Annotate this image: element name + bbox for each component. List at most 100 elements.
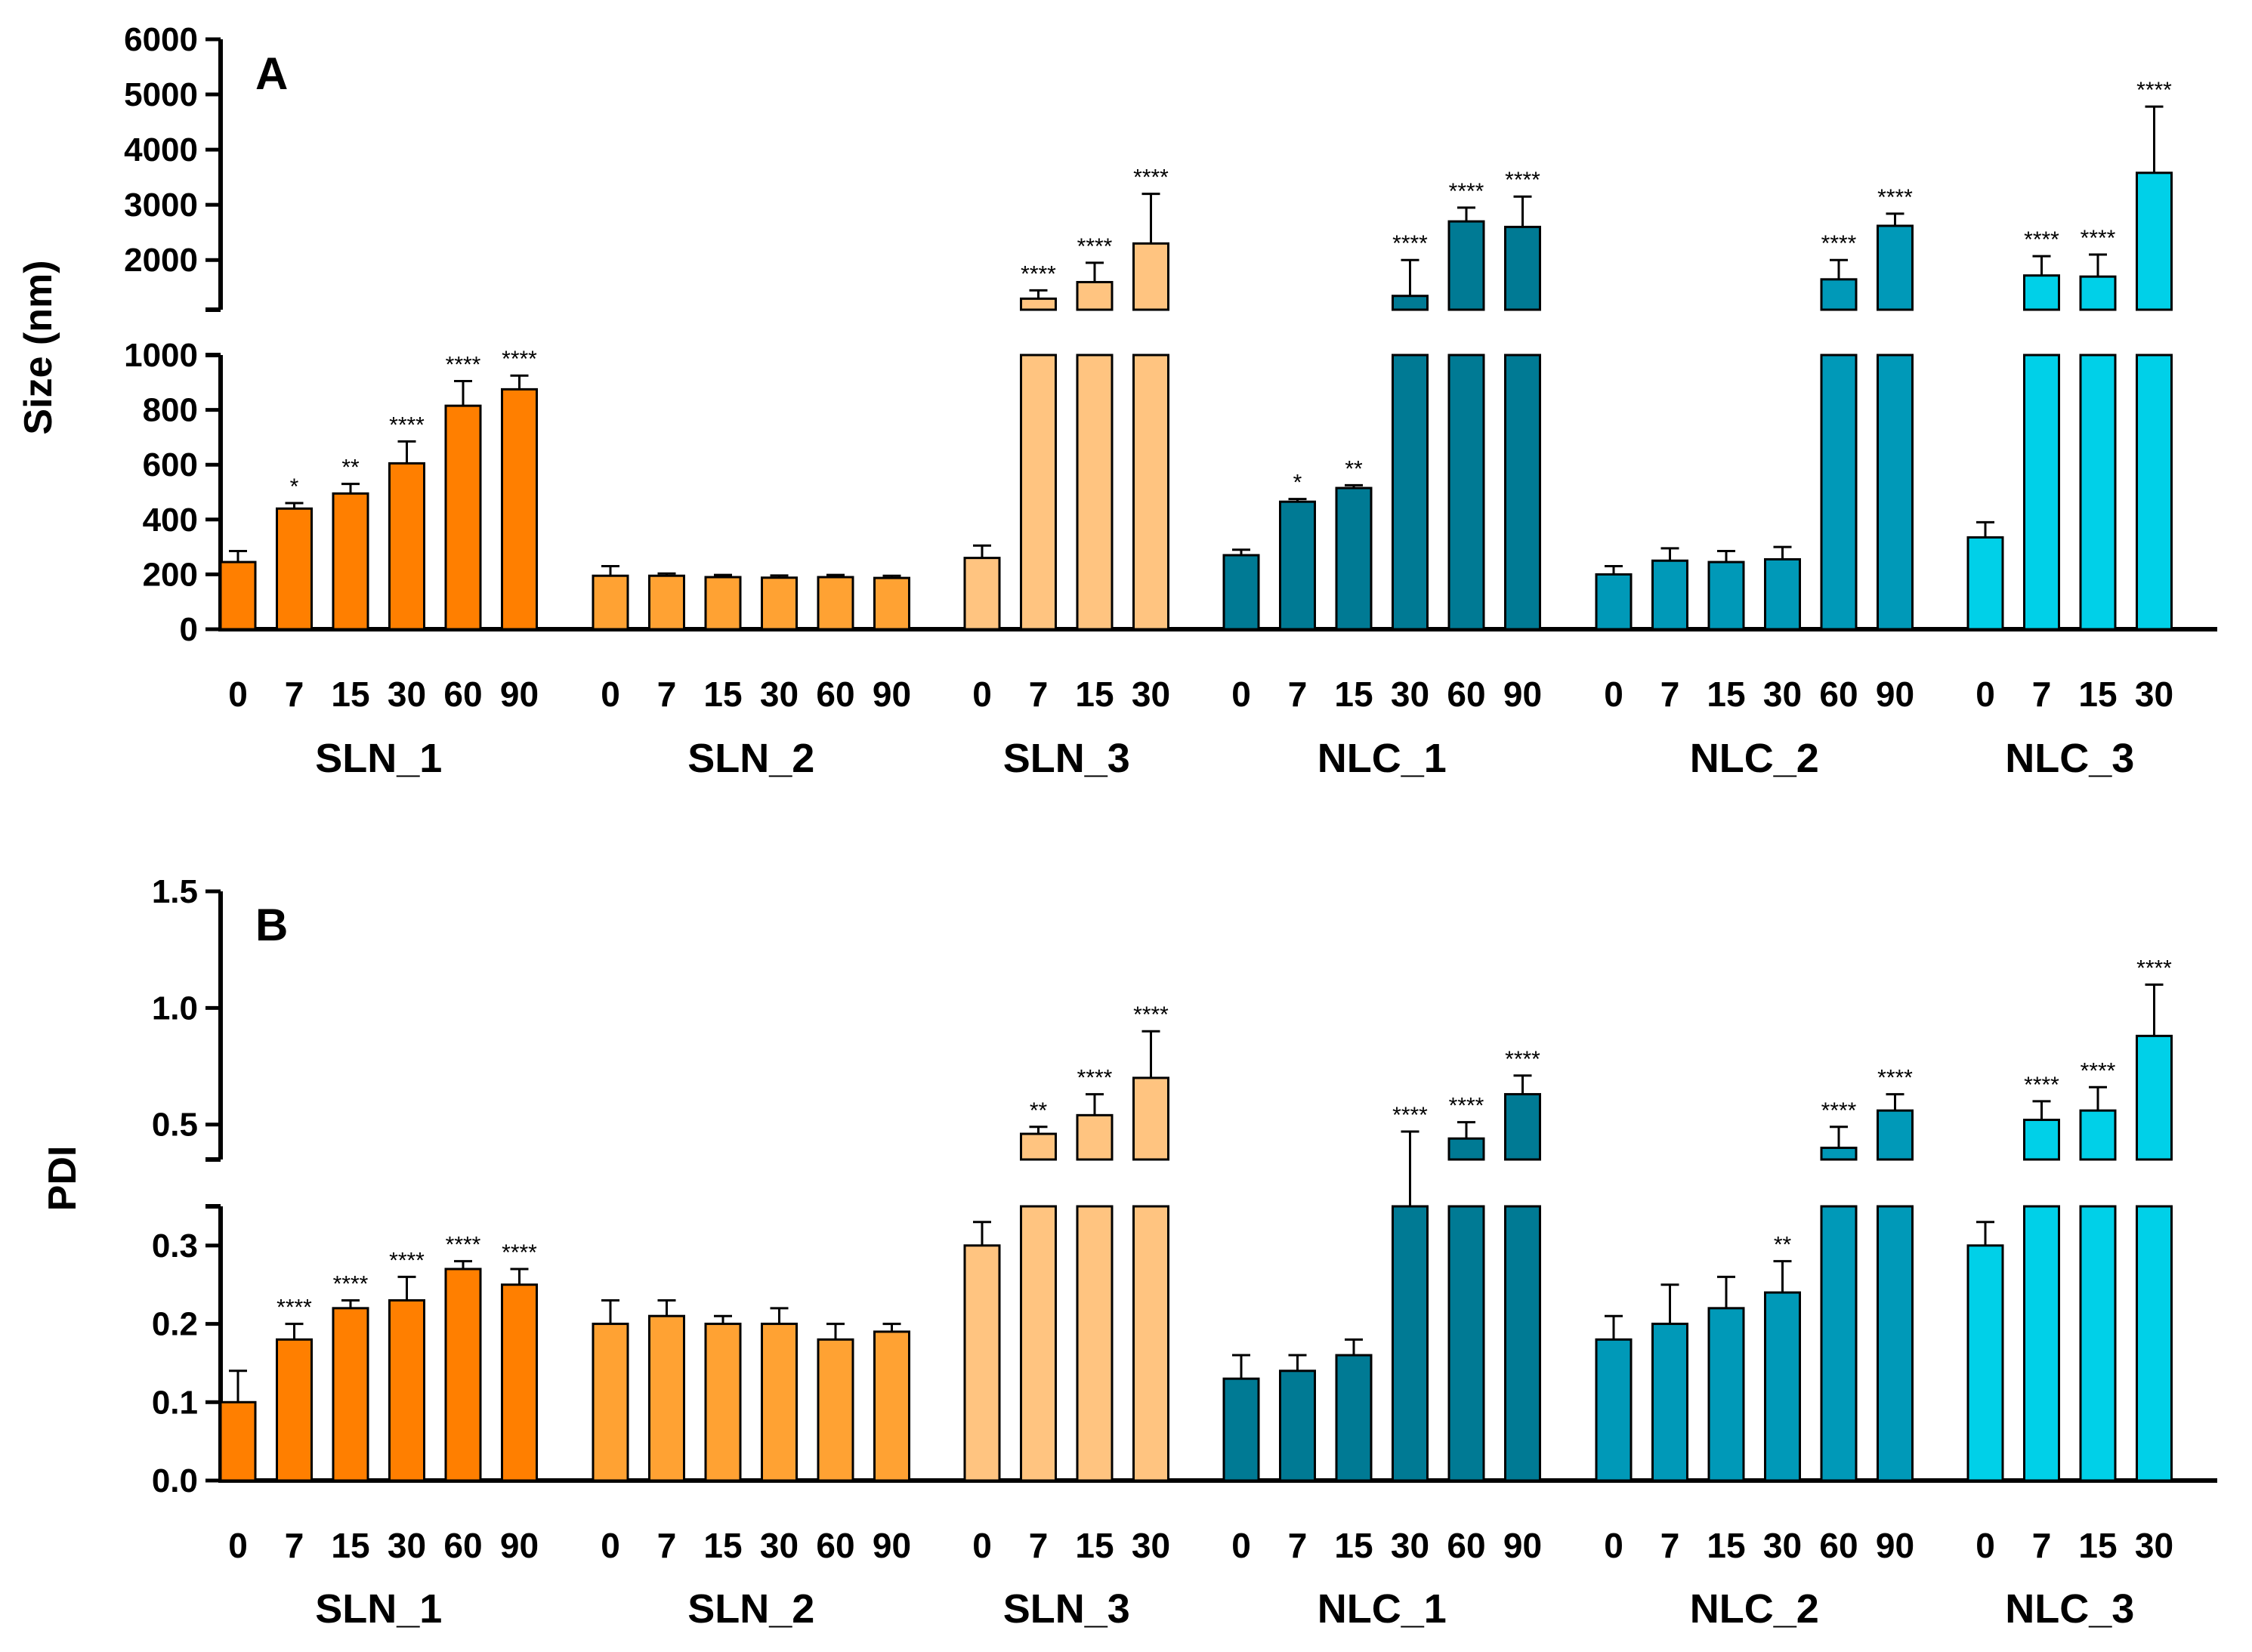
bar-upper-segment (1076, 1113, 1114, 1161)
x-tick-label: 15 (1707, 1526, 1745, 1565)
significance-label: **** (1821, 231, 1857, 256)
x-tick-label: 0 (972, 675, 992, 714)
y-tick-label: 800 (143, 392, 198, 429)
group-label: NLC_2 (1690, 1586, 1819, 1632)
x-tick-label: 7 (657, 1526, 677, 1565)
x-tick-label: 7 (2032, 675, 2052, 714)
significance-label: **** (1505, 1047, 1540, 1072)
y-tick-label: 0.5 (152, 1107, 198, 1144)
x-tick-label: 30 (1132, 1526, 1170, 1565)
bar-upper-segment (2079, 1109, 2117, 1161)
x-tick-label: 15 (1334, 675, 1373, 714)
x-tick-label: 0 (1231, 1526, 1251, 1565)
x-tick-label: 15 (703, 1526, 742, 1565)
bar-upper-segment (1020, 297, 1057, 311)
y-tick-label: 0.1 (152, 1384, 198, 1421)
group-label: SLN_1 (315, 736, 442, 781)
bar-lower-segment (1076, 354, 1114, 631)
bar-upper-segment (1447, 1137, 1485, 1161)
bar (276, 1338, 313, 1482)
significance-label: **** (1077, 234, 1113, 259)
significance-label: **** (502, 347, 537, 372)
bar-upper-segment (1820, 278, 1858, 311)
significance-label: ** (341, 455, 360, 480)
bar (1966, 1244, 2004, 1482)
bar-lower-segment (1820, 1205, 1858, 1482)
significance-label: **** (1877, 185, 1913, 210)
bar-upper-segment (1504, 225, 1541, 311)
x-tick-label: 15 (1707, 675, 1745, 714)
bar (1392, 1205, 1429, 1482)
significance-label: **** (333, 1271, 369, 1296)
bar (332, 492, 369, 631)
bar-lower-segment (1447, 354, 1485, 631)
bar (1764, 557, 1801, 631)
significance-label: **** (1133, 165, 1169, 190)
bar-lower-segment (1820, 354, 1858, 631)
bar-lower-segment (1020, 1205, 1057, 1482)
x-tick-label: 60 (1447, 1526, 1485, 1565)
x-tick-label: 7 (2032, 1526, 2052, 1565)
x-tick-label: 90 (1876, 1526, 1914, 1565)
x-tick-label: 30 (2135, 675, 2173, 714)
bar (1651, 559, 1688, 631)
x-tick-label: 0 (1976, 1526, 1995, 1565)
significance-label: **** (2024, 1073, 2059, 1098)
bar (1335, 486, 1373, 631)
significance-label: * (290, 474, 299, 499)
x-tick-label: 60 (1447, 675, 1485, 714)
significance-label: ** (1030, 1098, 1048, 1123)
x-tick-label: 0 (1604, 1526, 1623, 1565)
panel-a-size-chart: 0200400600800100020003000400050006000Siz… (17, 21, 2217, 781)
bar-upper-segment (1820, 1147, 1858, 1161)
x-tick-label: 60 (1819, 675, 1858, 714)
significance-label: **** (2024, 227, 2059, 252)
y-tick-label: 0 (180, 611, 198, 648)
bar (1595, 1338, 1633, 1482)
bar (592, 1323, 629, 1482)
bar (1222, 554, 1260, 631)
group-label: SLN_1 (315, 1586, 442, 1632)
bar (332, 1307, 369, 1482)
bar (1707, 560, 1745, 631)
significance-label: **** (1449, 179, 1484, 204)
bar (817, 576, 854, 631)
x-tick-label: 15 (2078, 1526, 2117, 1565)
x-tick-label: 15 (331, 1526, 369, 1565)
bar-upper-segment (1877, 224, 1914, 311)
bar-upper-segment (2136, 1034, 2173, 1161)
x-tick-label: 0 (1231, 675, 1251, 714)
significance-label: **** (1821, 1098, 1857, 1123)
bar (444, 1268, 482, 1482)
x-tick-label: 15 (1075, 1526, 1114, 1565)
bar-upper-segment (1132, 242, 1169, 311)
y-tick-label: 2000 (124, 242, 198, 279)
group-label: NLC_3 (2005, 1586, 2134, 1632)
group-label: NLC_1 (1318, 736, 1447, 781)
bar (963, 557, 1001, 631)
x-tick-label: 90 (873, 675, 911, 714)
bar-upper-segment (2023, 1119, 2060, 1161)
x-tick-label: 7 (1660, 675, 1680, 714)
y-tick-label: 0.3 (152, 1227, 198, 1264)
bar (873, 576, 910, 631)
bar (704, 1323, 742, 1482)
bar (1707, 1307, 1745, 1482)
bar (761, 576, 798, 631)
y-tick-label: 1.0 (152, 990, 198, 1027)
bar (761, 1323, 798, 1482)
x-tick-label: 90 (1876, 675, 1914, 714)
y-tick-label: 0.0 (152, 1462, 198, 1499)
significance-label: * (1293, 471, 1302, 496)
significance-label: ** (1345, 456, 1363, 481)
x-tick-label: 90 (1503, 1526, 1542, 1565)
x-tick-label: 7 (285, 1526, 304, 1565)
significance-label: **** (389, 1248, 425, 1273)
significance-label: **** (1392, 1103, 1428, 1128)
x-tick-label: 30 (1132, 675, 1170, 714)
bar-upper-segment (2023, 274, 2060, 311)
significance-label: **** (1077, 1066, 1113, 1091)
bar-lower-segment (1132, 1205, 1169, 1482)
bar (219, 1400, 257, 1482)
